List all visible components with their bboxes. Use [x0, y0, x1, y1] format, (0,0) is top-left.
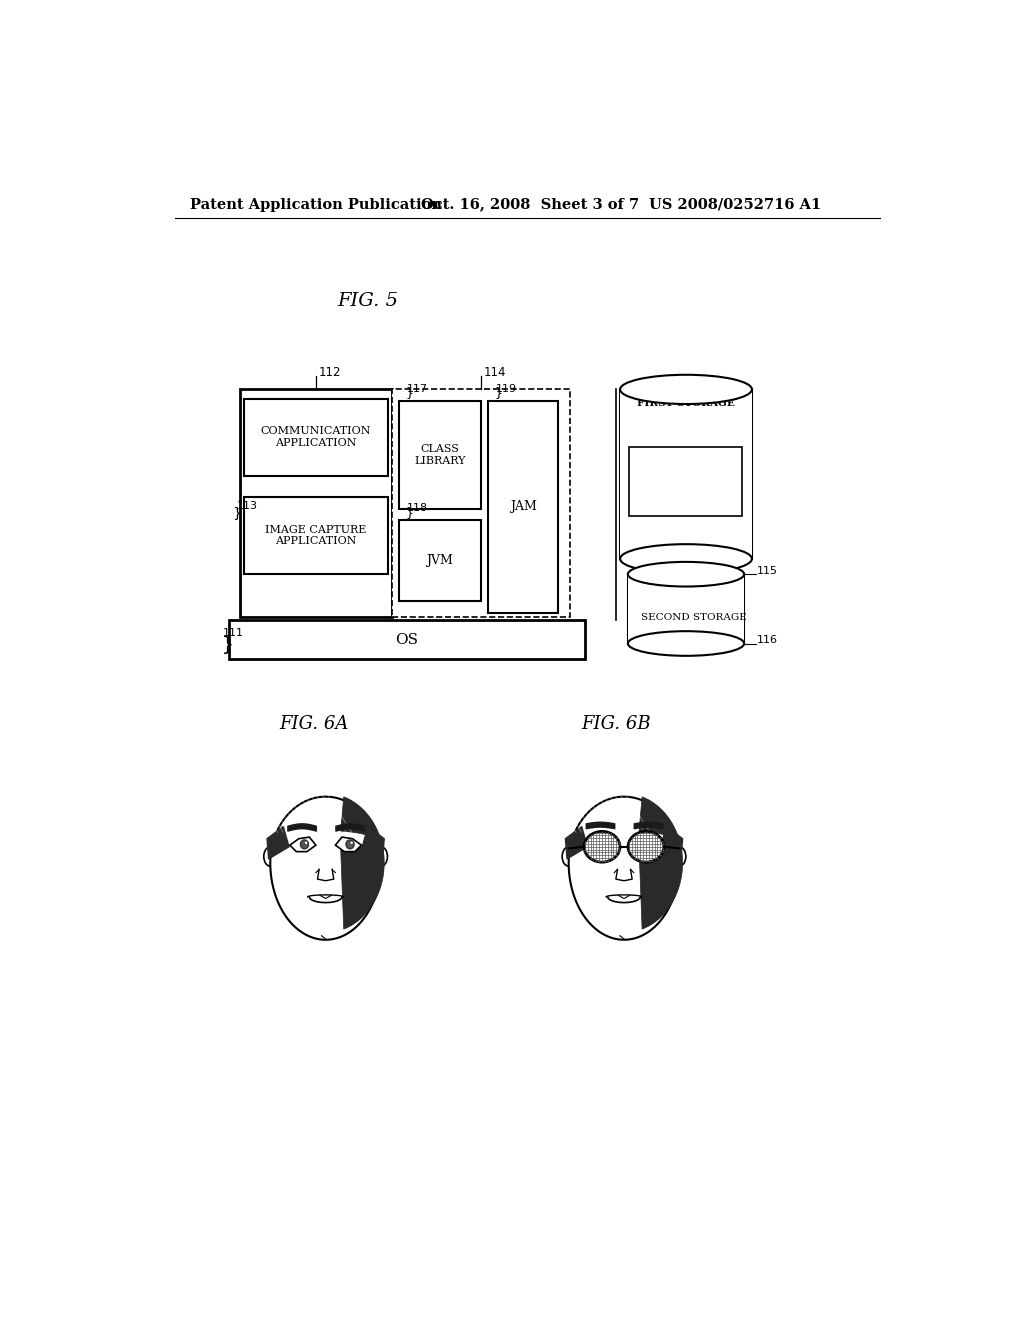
Polygon shape	[290, 837, 315, 851]
Text: US 2008/0252716 A1: US 2008/0252716 A1	[649, 198, 821, 211]
Text: OS: OS	[395, 632, 419, 647]
Polygon shape	[639, 797, 683, 929]
FancyBboxPatch shape	[628, 574, 744, 644]
Ellipse shape	[628, 832, 664, 862]
Ellipse shape	[350, 842, 353, 843]
Text: 118: 118	[407, 503, 428, 513]
Text: IMAGE CAPTURE
APPLICATION: IMAGE CAPTURE APPLICATION	[265, 525, 367, 546]
Ellipse shape	[621, 544, 752, 573]
Ellipse shape	[673, 847, 686, 866]
Text: {: {	[230, 504, 240, 517]
Ellipse shape	[621, 375, 752, 404]
Text: SECOND STORAGE: SECOND STORAGE	[641, 614, 746, 623]
FancyBboxPatch shape	[621, 389, 752, 558]
FancyBboxPatch shape	[245, 399, 388, 475]
Text: Patent Application Publication: Patent Application Publication	[190, 198, 442, 211]
Ellipse shape	[628, 562, 744, 586]
Polygon shape	[290, 837, 315, 851]
Text: {: {	[403, 385, 411, 399]
FancyBboxPatch shape	[228, 620, 586, 659]
FancyBboxPatch shape	[399, 520, 480, 601]
Text: FIG. 6B: FIG. 6B	[582, 715, 651, 734]
Polygon shape	[565, 826, 588, 859]
Text: {: {	[217, 634, 229, 653]
Text: {: {	[493, 385, 501, 399]
Text: 113: 113	[237, 502, 257, 511]
Ellipse shape	[628, 631, 744, 656]
Text: Oct. 16, 2008  Sheet 3 of 7: Oct. 16, 2008 Sheet 3 of 7	[421, 198, 639, 211]
Text: JAM: JAM	[510, 500, 537, 513]
FancyBboxPatch shape	[391, 389, 569, 616]
Text: 111: 111	[222, 628, 244, 639]
Ellipse shape	[375, 847, 387, 866]
Polygon shape	[362, 826, 384, 859]
Text: 117: 117	[407, 384, 428, 393]
Ellipse shape	[300, 840, 308, 849]
Polygon shape	[336, 837, 361, 851]
FancyBboxPatch shape	[245, 498, 388, 574]
FancyBboxPatch shape	[399, 401, 480, 508]
Polygon shape	[660, 826, 683, 859]
Text: COMMUNICATION
APPLICATION: COMMUNICATION APPLICATION	[261, 426, 371, 447]
Text: FIRST STORAGE: FIRST STORAGE	[637, 399, 735, 408]
Text: 115: 115	[757, 566, 777, 576]
FancyBboxPatch shape	[241, 389, 391, 616]
Text: 114: 114	[483, 366, 506, 379]
Ellipse shape	[584, 832, 620, 862]
Text: 112: 112	[319, 366, 342, 379]
Polygon shape	[267, 826, 289, 859]
Text: CLASS
LIBRARY: CLASS LIBRARY	[414, 444, 466, 466]
Ellipse shape	[264, 847, 276, 866]
Text: FIG. 5: FIG. 5	[338, 292, 398, 310]
Polygon shape	[270, 797, 381, 940]
Text: 116: 116	[757, 635, 777, 645]
Ellipse shape	[305, 842, 307, 843]
Text: {: {	[403, 504, 411, 517]
FancyBboxPatch shape	[488, 401, 558, 612]
Polygon shape	[341, 797, 384, 929]
Ellipse shape	[562, 847, 575, 866]
Ellipse shape	[346, 840, 354, 849]
Polygon shape	[568, 797, 679, 940]
Text: VIDEOPHONE
APPLICATION: VIDEOPHONE APPLICATION	[647, 473, 724, 491]
Text: FIG. 6A: FIG. 6A	[280, 715, 349, 734]
Text: 119: 119	[496, 384, 517, 393]
Text: JVM: JVM	[427, 554, 454, 568]
FancyBboxPatch shape	[630, 447, 741, 516]
